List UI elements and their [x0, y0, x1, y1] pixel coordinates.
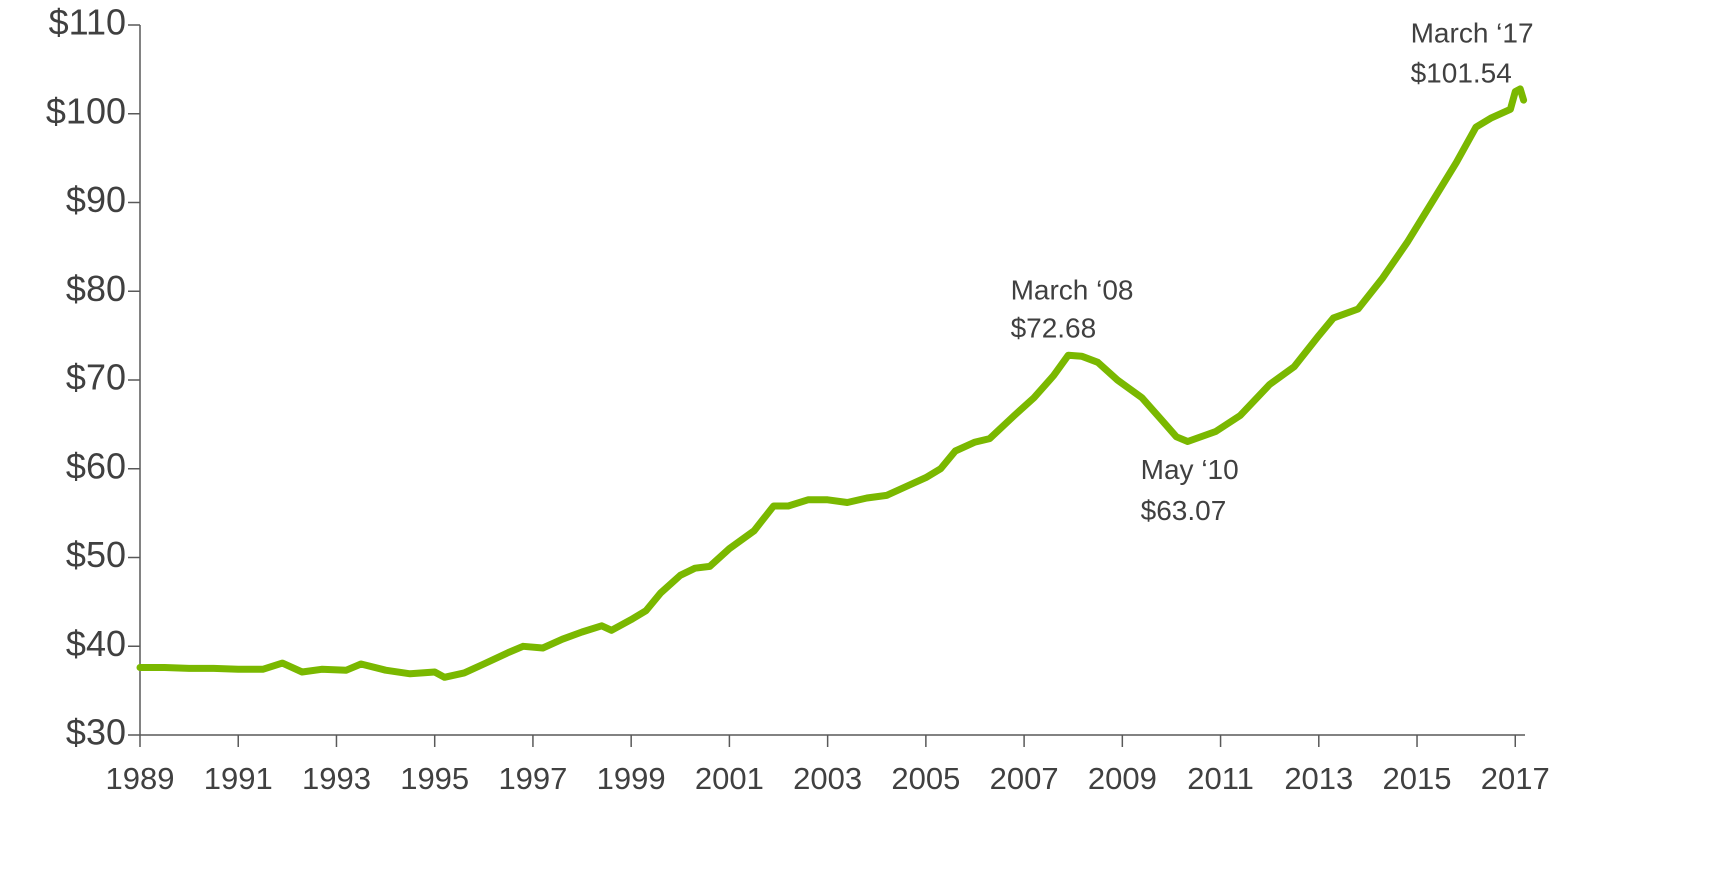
annotation: $63.07 — [1141, 495, 1227, 526]
x-tick-label: 1989 — [106, 761, 175, 796]
annotation: March ‘17 — [1411, 17, 1534, 48]
annotation: $101.54 — [1411, 57, 1512, 88]
y-tick-label: $80 — [66, 268, 126, 309]
x-tick-label: 2015 — [1383, 761, 1452, 796]
x-tick-label: 2003 — [793, 761, 862, 796]
y-tick-label: $70 — [66, 357, 126, 398]
x-tick-label: 1997 — [498, 761, 567, 796]
line-series — [136, 85, 1528, 681]
y-tick-label: $100 — [46, 90, 126, 131]
x-tick-label: 2017 — [1481, 761, 1550, 796]
annotation: March ‘08 — [1011, 275, 1134, 306]
x-tick-label: 2011 — [1187, 761, 1254, 796]
annotation: $72.68 — [1011, 313, 1097, 344]
x-tick-label: 1995 — [400, 761, 469, 796]
x-tick-label: 1991 — [204, 761, 273, 796]
y-tick-label: $50 — [66, 534, 126, 575]
x-tick-label: 2009 — [1088, 761, 1157, 796]
y-tick-label: $90 — [66, 179, 126, 220]
y-tick-label: $30 — [66, 712, 126, 753]
x-tick-label: 2007 — [990, 761, 1059, 796]
y-tick-label: $40 — [66, 623, 126, 664]
x-tick-label: 1993 — [302, 761, 371, 796]
x-tick-label: 2013 — [1284, 761, 1353, 796]
x-tick-label: 2001 — [695, 761, 764, 796]
y-tick-label: $110 — [49, 2, 126, 43]
x-tick-label: 1999 — [597, 761, 666, 796]
annotation: May ‘10 — [1141, 454, 1239, 485]
x-tick-label: 2005 — [891, 761, 960, 796]
y-tick-label: $60 — [66, 445, 126, 486]
